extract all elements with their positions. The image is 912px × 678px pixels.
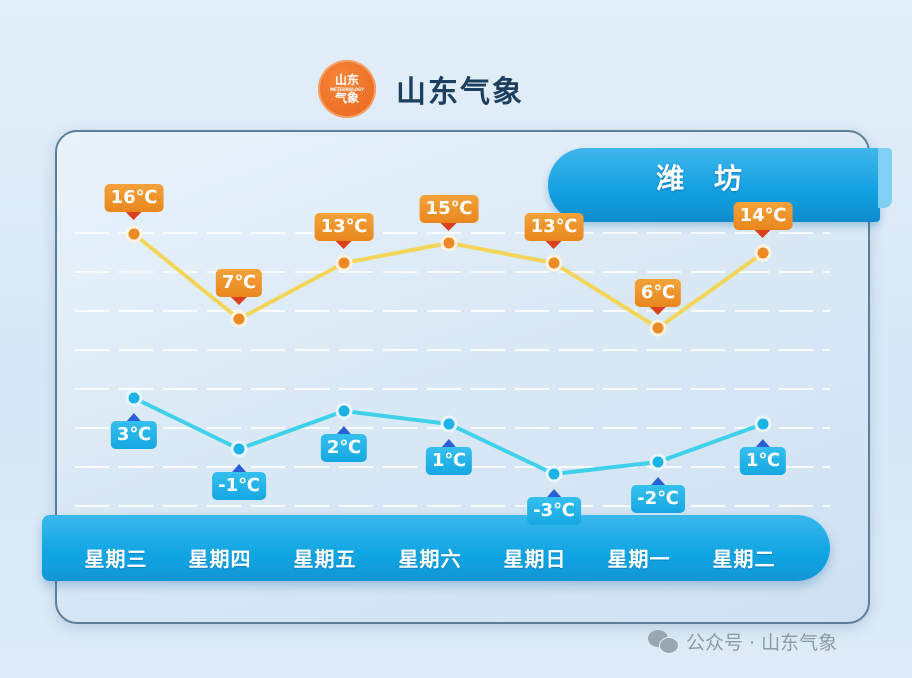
logo-icon: 山东 METEOROLOGY 气象 <box>318 60 376 118</box>
low-temp-tag: -2℃ <box>631 485 685 513</box>
low-temp-tag: 2℃ <box>320 434 368 462</box>
logo-mini: METEOROLOGY <box>330 86 364 92</box>
day-bar: 星期三 星期四 星期五 星期六 星期日 星期一 星期二 <box>42 515 830 581</box>
day-label: 星期四 <box>188 547 252 571</box>
low-temp-tag: -1℃ <box>212 472 266 500</box>
low-temp-tag: 3℃ <box>110 421 158 449</box>
logo-line2: 气象 <box>334 90 359 105</box>
day-label: 星期一 <box>607 547 671 571</box>
brand-title: 山东气象 <box>396 75 524 110</box>
header: 山东 METEOROLOGY 气象 山东气象 <box>318 58 524 120</box>
low-temp-tag: 1℃ <box>739 447 787 475</box>
city-name: 潍 坊 <box>656 162 752 195</box>
low-temp-tag: 1℃ <box>425 447 473 475</box>
high-temp-tag: 6℃ <box>634 279 682 307</box>
high-temp-tag: 7℃ <box>215 269 263 297</box>
high-temp-tag: 13℃ <box>314 213 374 241</box>
wechat-icon <box>648 629 680 654</box>
day-label: 星期六 <box>398 547 462 571</box>
day-label: 星期三 <box>84 547 148 571</box>
footer-watermark: 公众号 · 山东气象 <box>648 628 837 655</box>
high-temp-tag: 13℃ <box>524 213 584 241</box>
low-temp-tag: -3℃ <box>527 497 581 525</box>
low-points <box>125 389 772 483</box>
day-label: 星期日 <box>503 547 567 571</box>
footer-text: 公众号 · 山东气象 <box>686 632 838 654</box>
city-banner: 潍 坊 <box>548 148 892 222</box>
logo-line1: 山东 <box>334 72 359 87</box>
day-label: 星期二 <box>712 547 776 571</box>
high-points <box>125 225 772 337</box>
banner-fold <box>878 148 892 208</box>
high-temp-tag: 15℃ <box>419 195 479 223</box>
high-temp-tag: 14℃ <box>733 202 793 230</box>
day-label: 星期五 <box>293 547 357 571</box>
high-temp-tag: 16℃ <box>104 184 164 212</box>
